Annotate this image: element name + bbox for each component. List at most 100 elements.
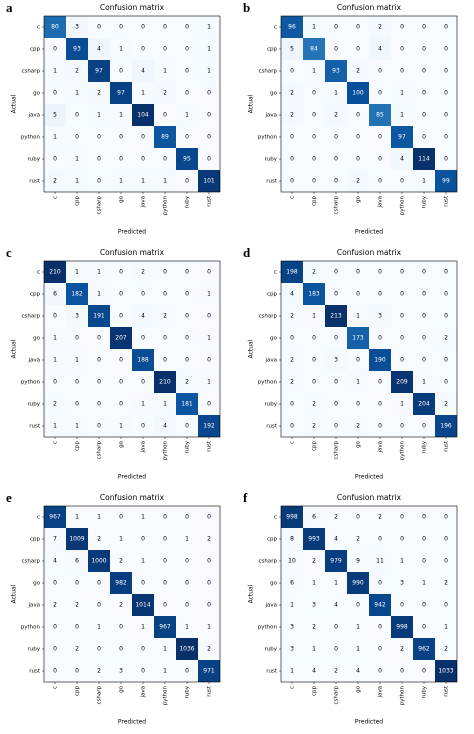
y-axis-label: Actual — [248, 94, 255, 113]
x-tick-label: go — [119, 440, 125, 447]
cell-value: 0 — [312, 134, 316, 141]
cell — [176, 148, 198, 170]
cell-value: 0 — [312, 90, 316, 97]
cell — [154, 393, 176, 415]
y-tick-label: c — [37, 270, 40, 276]
cell-value: 1 — [312, 68, 316, 75]
cell — [154, 371, 176, 393]
cell-value: 5 — [53, 112, 57, 119]
cell-value: 1014 — [135, 602, 150, 609]
cell — [44, 170, 66, 192]
cell — [198, 327, 220, 349]
y-tick-label: python — [258, 135, 278, 141]
cell-value: 0 — [444, 112, 448, 119]
cell — [110, 261, 132, 283]
x-tick-label: go — [119, 685, 125, 692]
cell-value: 2 — [207, 536, 211, 543]
cell — [176, 283, 198, 305]
cell — [154, 148, 176, 170]
cell-value: 0 — [400, 68, 404, 75]
cell — [369, 82, 391, 104]
cell — [347, 371, 369, 393]
cell — [369, 261, 391, 283]
cell — [413, 305, 435, 327]
cell-value: 942 — [374, 602, 386, 609]
cell-value: 1 — [119, 46, 123, 53]
cell — [44, 506, 66, 528]
cell — [347, 594, 369, 616]
cell — [176, 327, 198, 349]
cell — [66, 638, 88, 660]
cell — [325, 594, 347, 616]
plot-frame — [280, 260, 458, 438]
cell — [435, 104, 457, 126]
cell — [176, 38, 198, 60]
cell-value: 6 — [312, 514, 316, 521]
y-tick-label: csharp — [22, 559, 41, 565]
cell — [435, 572, 457, 594]
cell — [88, 660, 110, 682]
panel-label: c — [6, 245, 12, 260]
cell-value: 0 — [207, 514, 211, 521]
cell — [435, 261, 457, 283]
cell-value: 183 — [308, 291, 320, 298]
cell-value: 1 — [119, 536, 123, 543]
cell — [88, 38, 110, 60]
cell — [347, 550, 369, 572]
cell-value: 1 — [185, 536, 189, 543]
cell — [132, 60, 154, 82]
cell — [198, 16, 220, 38]
cell — [198, 104, 220, 126]
cell — [281, 616, 303, 638]
cell — [325, 616, 347, 638]
cell — [303, 572, 325, 594]
cell — [88, 82, 110, 104]
cell — [435, 82, 457, 104]
cell-value: 0 — [163, 156, 167, 163]
y-tick-label: ruby — [265, 647, 278, 653]
cell — [44, 82, 66, 104]
cell-value: 101 — [203, 178, 215, 185]
x-tick-label: csharp — [97, 195, 103, 214]
cell-value: 0 — [163, 112, 167, 119]
cell-value: 0 — [141, 291, 145, 298]
cell-value: 0 — [97, 646, 101, 653]
cell — [88, 415, 110, 437]
cell-value: 0 — [378, 335, 382, 342]
cell — [44, 104, 66, 126]
cell-value: 2 — [356, 536, 360, 543]
cell — [281, 638, 303, 660]
cell-value: 0 — [185, 580, 189, 587]
cell-value: 0 — [53, 646, 57, 653]
cell — [176, 16, 198, 38]
cell-value: 0 — [400, 335, 404, 342]
cell-value: 3 — [334, 357, 338, 364]
cell — [176, 82, 198, 104]
cell-value: 0 — [422, 134, 426, 141]
cell — [66, 148, 88, 170]
y-axis-label: Actual — [11, 584, 18, 603]
cell — [369, 170, 391, 192]
cell-value: 4 — [378, 46, 382, 53]
cell-value: 1 — [290, 602, 294, 609]
cell — [88, 528, 110, 550]
cell — [88, 638, 110, 660]
cell-value: 0 — [97, 357, 101, 364]
cell-value: 0 — [207, 357, 211, 364]
cell — [325, 327, 347, 349]
cell — [325, 371, 347, 393]
cell — [413, 616, 435, 638]
cell-value: 0 — [444, 24, 448, 31]
cell — [176, 550, 198, 572]
cell-value: 0 — [163, 536, 167, 543]
cell-value: 0 — [119, 514, 123, 521]
cell — [88, 594, 110, 616]
cell-value: 0 — [400, 514, 404, 521]
cell-value: 998 — [396, 624, 408, 631]
cell-value: 2 — [334, 112, 338, 119]
cell-value: 967 — [159, 624, 171, 631]
cell — [325, 104, 347, 126]
cell — [325, 38, 347, 60]
cell-value: 0 — [141, 46, 145, 53]
